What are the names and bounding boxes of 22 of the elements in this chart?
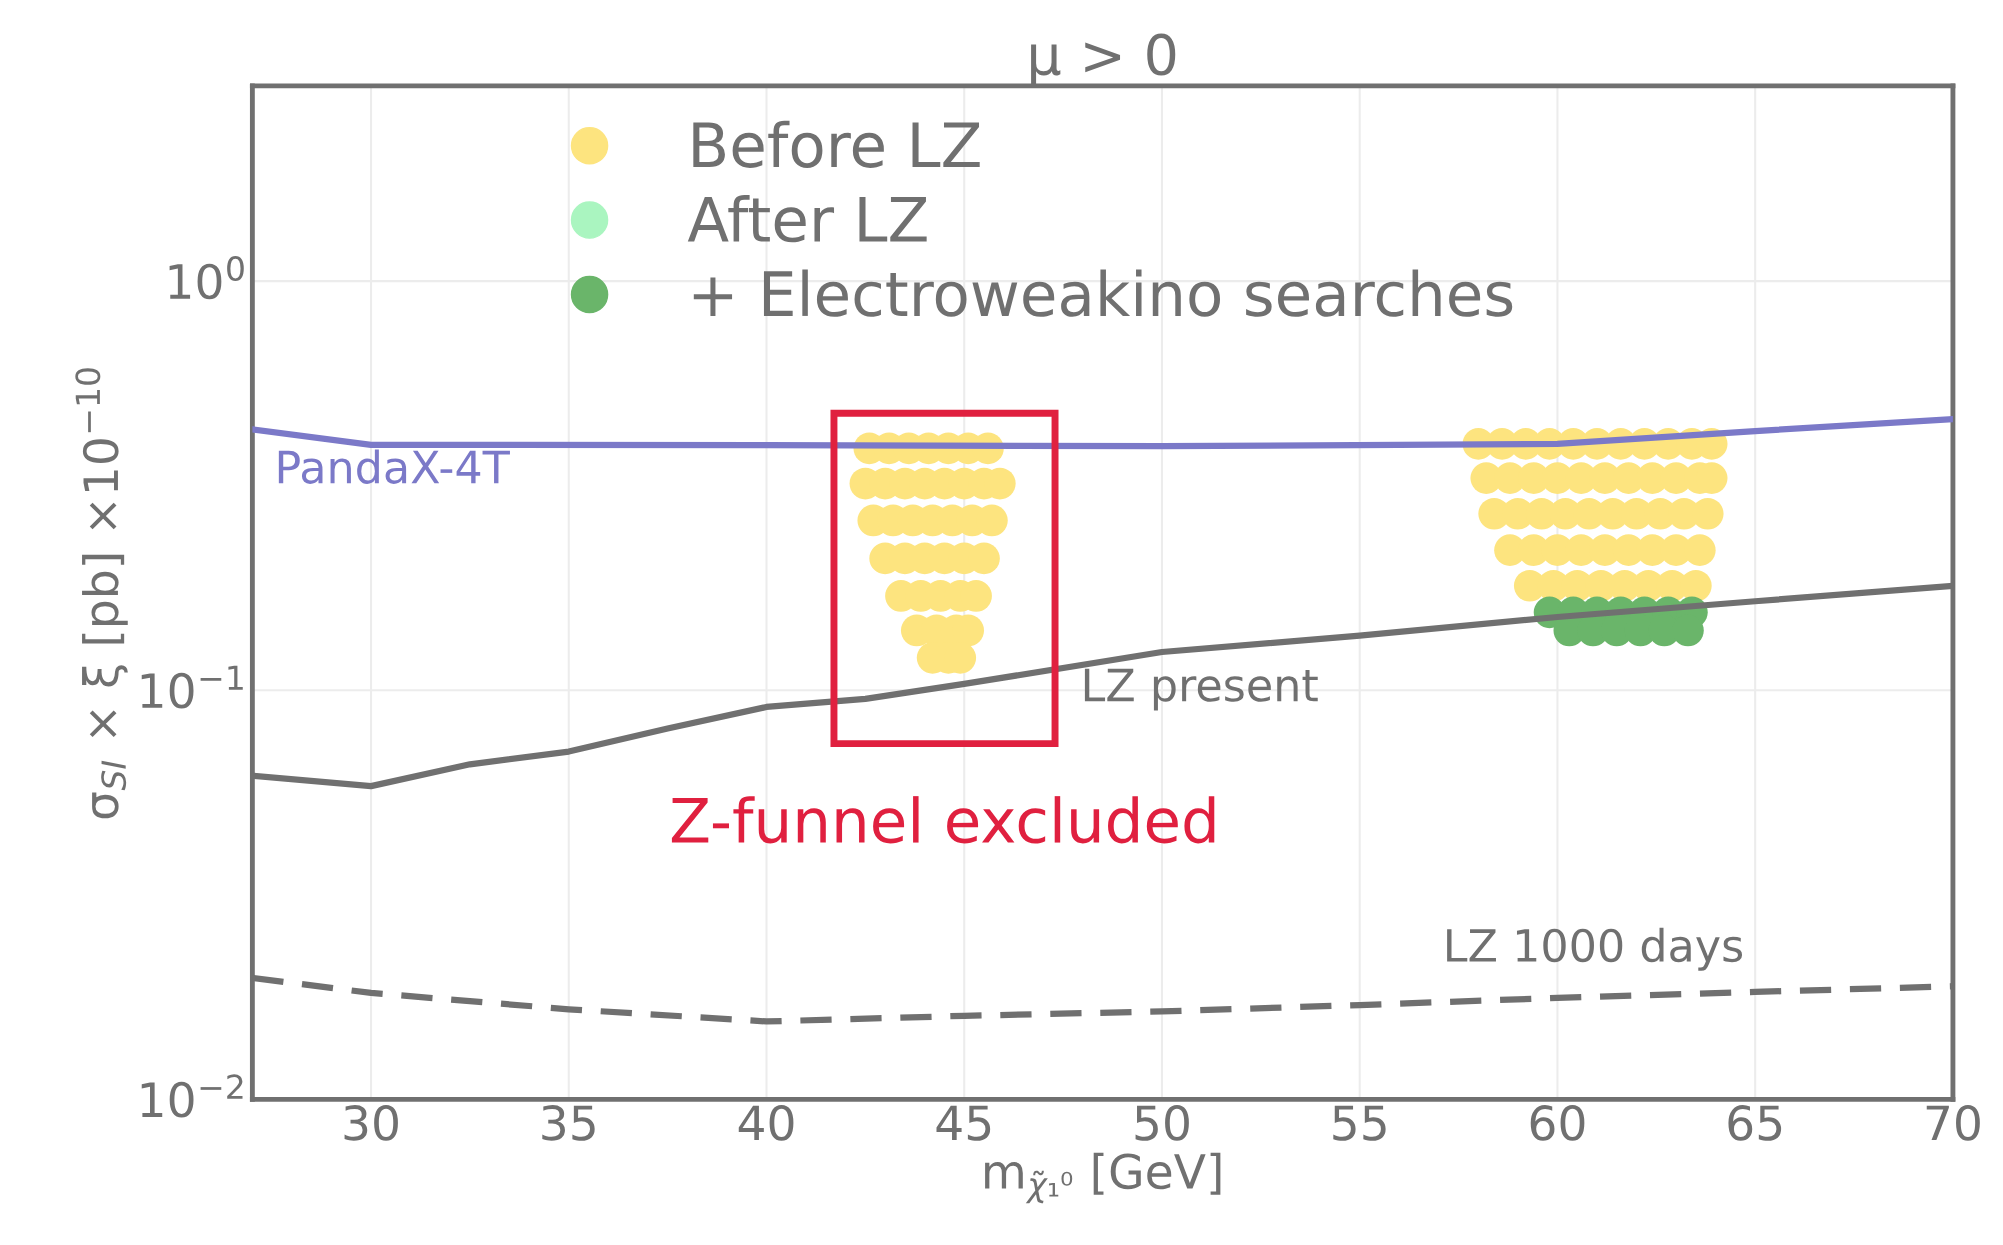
y-tick-label: 10$^{−1}$ <box>141 665 243 709</box>
y-axis-title: σ$_{SI}$ × ξ [pb] ×10$^{−10}$ <box>75 368 128 819</box>
legend-label: After LZ <box>687 195 927 243</box>
annotation: Z-funnel excluded <box>671 796 1215 844</box>
x-tick-label: 55 <box>1333 1105 1386 1141</box>
chart-title: μ > 0 <box>1031 33 1176 87</box>
y-tick-label: 10$^{−2}$ <box>141 1074 243 1118</box>
x-tick-label: 60 <box>1530 1105 1585 1141</box>
series-label: LZ 1000 days <box>1447 927 1743 971</box>
series-label: LZ present <box>1084 668 1318 711</box>
x-tick-label: 50 <box>1135 1105 1189 1141</box>
legend-label: + Electroweakino searches <box>693 269 1513 317</box>
y-tick-label: 10$^{0}$ <box>169 256 244 300</box>
legend-label: Before LZ <box>693 120 980 168</box>
x-tick-label: 45 <box>936 1105 991 1141</box>
x-tick-label: 30 <box>344 1105 398 1141</box>
x-tick-label: 70 <box>1926 1105 1980 1141</box>
x-tick-label: 40 <box>738 1105 794 1141</box>
x-axis-title: m$_{χ̃₁⁰}$ [GeV] <box>985 1152 1221 1204</box>
series-label: PandaX-4T <box>278 449 510 484</box>
x-tick-label: 65 <box>1728 1105 1782 1141</box>
x-tick-label: 35 <box>542 1105 595 1141</box>
